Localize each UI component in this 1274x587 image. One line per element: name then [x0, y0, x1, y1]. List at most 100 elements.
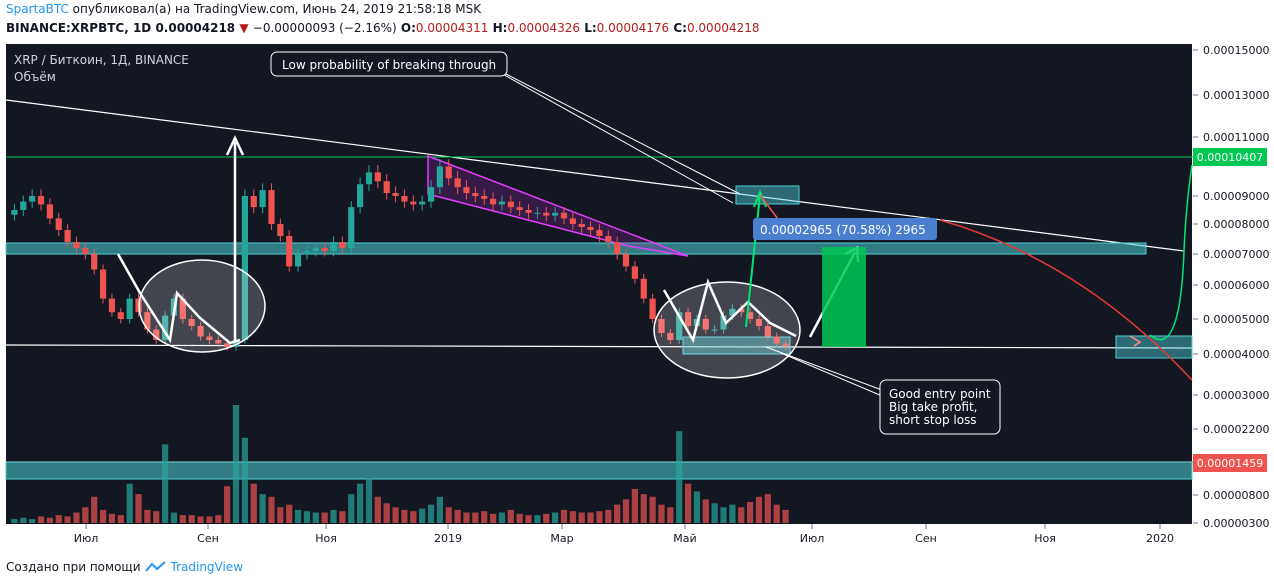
high-label: H:	[492, 21, 508, 35]
candle	[782, 343, 789, 347]
volume-bar	[640, 494, 647, 523]
price-tick-label: 0.00000300	[1203, 517, 1269, 530]
price-tick-label: 0.00011000	[1203, 131, 1269, 144]
price-tick-label: 0.00003000	[1203, 389, 1269, 402]
candle	[516, 207, 523, 210]
volume-bar	[401, 509, 408, 523]
candle	[614, 242, 621, 254]
candle	[667, 333, 674, 340]
candle	[383, 181, 390, 194]
candle	[419, 201, 426, 205]
left-w-pattern[interactable]	[116, 253, 241, 345]
candle	[108, 298, 116, 313]
volume-bar	[29, 519, 36, 523]
candle	[144, 312, 151, 330]
price-tick-label: 0.00002200	[1203, 423, 1269, 436]
volume-zone[interactable]	[5, 461, 1193, 480]
measure-label-box[interactable]	[753, 218, 937, 240]
price-ticks: 0.00015000 0.00013000 0.00011000 0.00009000…	[1193, 44, 1269, 530]
candle	[286, 236, 293, 267]
volume-bar	[747, 502, 754, 523]
price-axis[interactable]	[1193, 44, 1267, 524]
red-curve[interactable]	[939, 219, 1193, 381]
author-link[interactable]: SpartaBTC	[6, 2, 69, 16]
candle	[197, 326, 204, 337]
volume-bar	[126, 483, 133, 523]
support-line[interactable]	[5, 344, 1194, 349]
volume-bar	[330, 509, 337, 523]
target-zone[interactable]	[735, 185, 800, 205]
volume-bar	[552, 512, 559, 523]
left-double-bottom-ellipse[interactable]	[138, 259, 266, 353]
publish-line: SpartaBTC опубликовал(а) на TradingView.…	[6, 2, 481, 16]
candle	[587, 227, 594, 230]
candle	[312, 248, 319, 251]
volume-bar	[410, 511, 417, 523]
volume-bar	[684, 483, 692, 523]
candle	[303, 251, 311, 254]
close-label: C:	[673, 21, 687, 35]
volume-bar	[277, 507, 284, 523]
price-chart[interactable]: 0.00015000 0.00013000 0.00011000 0.00009000…	[0, 40, 1274, 550]
candle	[73, 242, 80, 248]
candle	[764, 326, 771, 337]
entry-note-line: Good entry point	[889, 387, 991, 401]
footer: Создано при помощи TradingView	[6, 560, 243, 574]
future-zone[interactable]	[1115, 335, 1193, 359]
candle	[702, 319, 709, 330]
entry-callout-box[interactable]	[879, 379, 1001, 435]
volume-bar	[259, 494, 266, 523]
high-value: 0.00004326	[507, 21, 580, 35]
candle	[747, 312, 754, 319]
volume-bar	[436, 496, 443, 523]
volume-bar	[82, 507, 89, 523]
volume-bar	[481, 511, 488, 523]
candle	[330, 242, 337, 251]
volume-bar	[37, 516, 45, 523]
measured-move-box[interactable]	[822, 247, 866, 347]
descending-trendline[interactable]	[5, 99, 1185, 252]
candle	[676, 312, 683, 340]
ohlc-line: BINANCE:XRPBTC, 1D 0.00004218 ▼ −0.00000…	[6, 21, 760, 35]
measure-label-text: 0.00002965 (70.58%) 2965	[760, 223, 926, 237]
price-tick-label: 0.00005000	[1203, 313, 1269, 326]
tradingview-link[interactable]: TradingView	[170, 560, 244, 574]
candle	[569, 218, 576, 224]
volume-bar	[711, 503, 718, 523]
volume-bar	[170, 512, 178, 523]
volume-bar	[649, 496, 656, 523]
right-w-pattern[interactable]	[662, 278, 797, 344]
top-callout-box[interactable]	[270, 51, 508, 77]
entry-zone[interactable]	[682, 336, 791, 355]
volume-bar	[241, 437, 248, 523]
right-double-bottom-ellipse[interactable]	[653, 281, 801, 379]
price-tick-label: 0.00006000	[1203, 279, 1269, 292]
candle	[206, 336, 213, 340]
volume-bar	[108, 513, 116, 523]
candle	[153, 329, 160, 340]
falling-wedge[interactable]	[427, 154, 689, 257]
volume-bar	[622, 499, 630, 523]
volume-bar	[232, 405, 240, 523]
volume-bar	[720, 507, 727, 523]
volume-bar	[693, 491, 701, 523]
volume-bar	[294, 509, 302, 523]
candle	[11, 210, 18, 215]
candle	[410, 201, 417, 205]
time-tick-label: 2019	[434, 532, 462, 545]
price-candles	[11, 159, 789, 351]
time-tick-label: Ноя	[315, 532, 337, 545]
green-curve[interactable]	[1149, 250, 1185, 341]
volume-bar	[472, 512, 479, 523]
volume-bar	[312, 512, 319, 523]
volume-bar	[614, 504, 621, 523]
time-tick-label: Сен	[915, 532, 937, 545]
candle	[463, 187, 470, 194]
green-price-text: 0.00010407	[1197, 151, 1263, 164]
candle	[365, 172, 373, 185]
resistance-zone[interactable]	[5, 242, 1147, 255]
volume-bar	[543, 513, 550, 523]
plot-area[interactable]	[6, 44, 1192, 524]
candle	[720, 315, 727, 330]
green-projection-arrow[interactable]	[745, 194, 761, 328]
